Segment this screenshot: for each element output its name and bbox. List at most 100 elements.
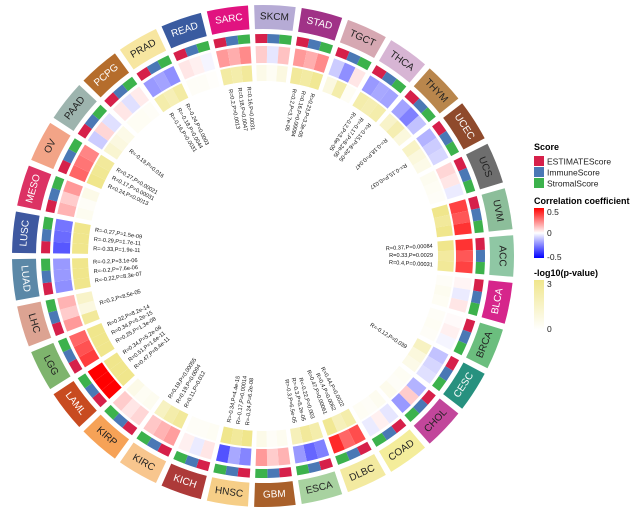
cancer-block-pcpg (83, 53, 130, 98)
corr-cell-kirp-2 (112, 390, 133, 411)
legend-item-immune: ImmuneScore (547, 168, 600, 178)
corr-cell-luad-2 (53, 258, 71, 271)
corr-cell-lusc-0 (53, 241, 71, 254)
score-cell-thca-immunescore (381, 71, 397, 86)
pvalue-cell-luad-2 (72, 258, 89, 269)
corr-cell-luad-0 (54, 279, 74, 294)
score-cell-dlbc-estimatescore (356, 441, 372, 456)
legend-swatch-stromal (534, 178, 544, 188)
score-cell-esca-immunescore (307, 461, 322, 474)
pvalue-cell-dlbc-1 (331, 413, 348, 432)
cancer-block-prad (119, 28, 167, 70)
pvalue-cell-kich-0 (205, 422, 220, 442)
corr-cell-coad-2 (361, 416, 381, 437)
pvalue-cell-thca-2 (368, 103, 387, 123)
corr-cell-gbm-2 (255, 448, 268, 466)
pvalue-cell-paad-0 (103, 142, 123, 160)
corr-cell-read-0 (178, 59, 195, 80)
score-cell-kirp-immunescore (113, 413, 129, 428)
pvalue-cell-tgct-0 (322, 76, 338, 95)
pvalue-cell-chol-0 (392, 365, 412, 384)
pvalue-cell-ucs-1 (423, 180, 443, 196)
corr-cell-lusc-2 (54, 218, 74, 233)
cancer-block-thca (378, 40, 426, 83)
cancer-block-kirc (119, 442, 167, 484)
pvalue-cell-gbm-2 (256, 430, 267, 447)
stat-label-luad-2: R=-0.2,P=3.1e-06 (93, 258, 138, 266)
score-cell-paad-immunescore (84, 113, 100, 130)
corr-cell-blca-0 (453, 276, 472, 291)
corr-cell-pcpg-1 (121, 93, 141, 114)
legend-corr-title: Correlation coefficient (534, 196, 630, 206)
pvalue-cell-sarc-2 (241, 65, 253, 83)
pvalue-cell-lusc-2 (73, 222, 91, 235)
pvalue-cell-brca-2 (419, 325, 439, 342)
score-cell-ov-immunescore (62, 148, 77, 164)
cancer-block-gbm (254, 481, 296, 508)
score-cell-kich-immunescore (184, 455, 199, 468)
cancer-block-ov (31, 122, 71, 170)
corr-cell-cesc-1 (422, 355, 443, 375)
score-cell-read-estimatescore (173, 48, 188, 62)
pvalue-cell-kirc-1 (162, 405, 180, 424)
score-cell-thca-estimatescore (371, 65, 387, 80)
cancer-block-meso (17, 165, 52, 211)
score-cell-blca-estimatescore (473, 278, 484, 292)
corr-cell-laml-0 (101, 379, 122, 400)
pvalue-cell-prad-2 (172, 83, 189, 103)
pvalue-cell-coad-0 (368, 389, 387, 409)
corr-cell-blca-1 (451, 287, 471, 302)
cancer-label-acc: ACC (497, 245, 508, 266)
corr-cell-meso-2 (63, 180, 83, 197)
corr-cell-paad-1 (94, 121, 115, 141)
pvalue-cell-hnsc-0 (241, 429, 253, 447)
legend-item-estimate: ESTIMATEScore (547, 157, 611, 167)
score-cell-laml-immunescore (84, 382, 100, 399)
corr-cell-sarc-0 (215, 49, 231, 68)
stat-label-hnsc-0: R=-0.24,P=6.2e-08 (245, 378, 255, 426)
pvalue-cell-skcm-0 (256, 65, 267, 82)
corr-cell-kirp-0 (129, 405, 150, 426)
score-cell-pcpg-immunescore (113, 84, 129, 99)
score-cell-sarc-estimatescore (213, 37, 227, 49)
score-cell-lgg-estimatescore (68, 358, 83, 374)
score-cell-prad-estimatescore (136, 66, 152, 81)
corr-cell-ov-0 (69, 164, 90, 183)
pvalue-cell-chol-2 (379, 380, 398, 399)
corr-cell-dlbc-0 (347, 424, 366, 445)
pvalue-cell-pcpg-0 (126, 115, 145, 134)
cancer-block-skcm (254, 5, 296, 31)
corr-cell-hnsc-2 (215, 444, 231, 463)
cancer-label-uvm: UVM (490, 199, 505, 223)
pvalue-cell-brca-0 (427, 307, 446, 323)
score-cell-cesc-immunescore (438, 366, 454, 382)
score-cell-uvm-estimatescore (468, 196, 480, 210)
corr-cell-brca-1 (440, 322, 461, 340)
score-cell-cesc-estimatescore (445, 355, 460, 371)
legend-corr-colorbar (534, 208, 544, 258)
cancer-block-laml (53, 381, 97, 427)
score-cell-pcpg-stromalscore (122, 76, 138, 92)
score-cell-tgct-estimatescore (335, 47, 350, 60)
corr-cell-meso-0 (57, 202, 77, 218)
score-cell-brca-immunescore (458, 329, 472, 345)
cancer-block-paad (53, 85, 97, 131)
score-cell-acc-immunescore (475, 249, 485, 263)
cancer-label-luad: LUAD (18, 265, 31, 293)
pvalue-cell-cesc-1 (407, 346, 427, 364)
corr-cell-ucec-1 (422, 137, 443, 157)
pvalue-cell-kich-2 (185, 416, 202, 435)
corr-cell-esca-2 (292, 444, 307, 464)
legend-corr-tick-max: 0.5 (547, 207, 559, 217)
corr-cell-lhc-2 (57, 294, 77, 310)
score-cell-blca-immunescore (470, 290, 483, 305)
pvalue-cell-kirc-2 (154, 399, 172, 419)
pvalue-cell-coad-1 (360, 395, 379, 415)
corr-cell-read-1 (188, 55, 205, 76)
corr-cell-tgct-0 (328, 58, 345, 79)
pvalue-cell-stad-1 (299, 69, 314, 88)
legend-swatch-estimate (534, 156, 544, 166)
pvalue-cell-gbm-1 (266, 430, 278, 447)
corr-cell-laml-1 (94, 371, 115, 391)
corr-cell-prad-1 (153, 71, 172, 92)
